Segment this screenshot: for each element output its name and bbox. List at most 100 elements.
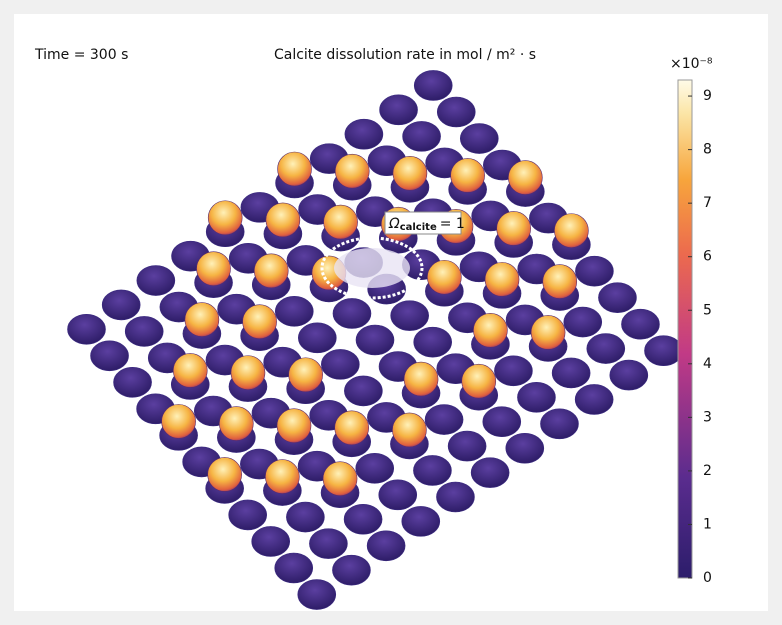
colorbar-tick-label: 6 [703, 249, 712, 265]
particle [114, 367, 152, 397]
particle [231, 356, 265, 390]
particle [531, 315, 565, 349]
particle [162, 404, 196, 438]
particle [137, 266, 175, 296]
particle [344, 504, 382, 534]
particle [575, 384, 613, 414]
particle [219, 407, 253, 441]
particle [254, 254, 288, 288]
particle [543, 265, 577, 299]
particle [621, 309, 659, 339]
particle [508, 161, 542, 195]
particle [448, 431, 486, 461]
figure: Time = 300 s Calcite dissolution rate in… [0, 0, 782, 625]
particle [309, 529, 347, 559]
particle [185, 303, 219, 337]
particle [208, 457, 242, 491]
particle [344, 376, 382, 406]
particle [91, 341, 129, 371]
particle [289, 358, 323, 392]
colorbar-tick-label: 8 [703, 142, 712, 158]
particle [275, 296, 313, 326]
particle [356, 453, 394, 483]
colorbar-tick-label: 7 [703, 195, 712, 211]
particle [471, 458, 509, 488]
colorbar-tick-label: 0 [703, 570, 712, 586]
particle [278, 152, 312, 186]
particle [587, 334, 625, 364]
particle [208, 201, 242, 235]
colorbar-tick-label: 9 [703, 88, 712, 104]
dissolved-particle [334, 248, 410, 288]
particle [229, 500, 267, 530]
particle [125, 316, 163, 346]
colorbar-tick-label: 1 [703, 516, 712, 532]
particle [404, 362, 438, 396]
particle [575, 256, 613, 286]
particle [321, 349, 359, 379]
particle [598, 283, 636, 313]
particle [517, 382, 555, 412]
particle [391, 301, 429, 331]
particle [335, 411, 369, 445]
time-label: Time = 300 s [34, 47, 128, 63]
particle [497, 211, 531, 245]
particle [324, 205, 358, 239]
particle [197, 252, 231, 286]
colorbar-tick-label: 4 [703, 356, 712, 372]
particle [644, 336, 682, 366]
particle [275, 553, 313, 583]
colorbar [678, 80, 692, 578]
particle [332, 555, 370, 585]
particle [564, 307, 602, 337]
particle [414, 70, 452, 100]
annotation-text: = 1 [440, 216, 465, 232]
particle [485, 262, 519, 296]
particle [483, 407, 521, 437]
particle [494, 356, 532, 386]
annotation-subscript: calcite [400, 222, 437, 233]
particle [402, 506, 440, 536]
particle [540, 409, 578, 439]
particle [413, 455, 451, 485]
particle [462, 364, 496, 398]
particle [554, 214, 588, 248]
page: {"header": {"time": "Time = 300 s", "tit… [0, 0, 782, 625]
particle [473, 313, 507, 347]
particle [323, 462, 357, 496]
particle [243, 305, 277, 339]
particle [379, 480, 417, 510]
particle [356, 325, 394, 355]
particle [333, 298, 371, 328]
particle [298, 580, 336, 610]
particle [335, 154, 369, 188]
particle [298, 323, 336, 353]
colorbar-exponent: ×10⁻⁸ [670, 56, 713, 72]
particle [286, 502, 324, 532]
particle [425, 405, 463, 435]
particle [265, 460, 299, 494]
particle [68, 314, 106, 344]
particle [403, 121, 441, 151]
particle [393, 156, 427, 190]
particle [460, 124, 498, 154]
annotation-symbol: Ω [388, 216, 400, 232]
particle [345, 119, 383, 149]
particle [427, 260, 461, 294]
colorbar-tick-label: 3 [703, 409, 712, 425]
particle [266, 203, 300, 237]
particle [436, 482, 474, 512]
particle [367, 531, 405, 561]
particle [451, 158, 485, 192]
particle [506, 433, 544, 463]
particle [380, 95, 418, 125]
particle [102, 290, 140, 320]
particle [392, 413, 426, 447]
colorbar-tick-label: 2 [703, 463, 712, 479]
particle [610, 360, 648, 390]
colorbar-tick-label: 5 [703, 302, 712, 318]
particle [552, 358, 590, 388]
particle [277, 409, 311, 443]
particle [437, 97, 475, 127]
particle [252, 526, 290, 556]
